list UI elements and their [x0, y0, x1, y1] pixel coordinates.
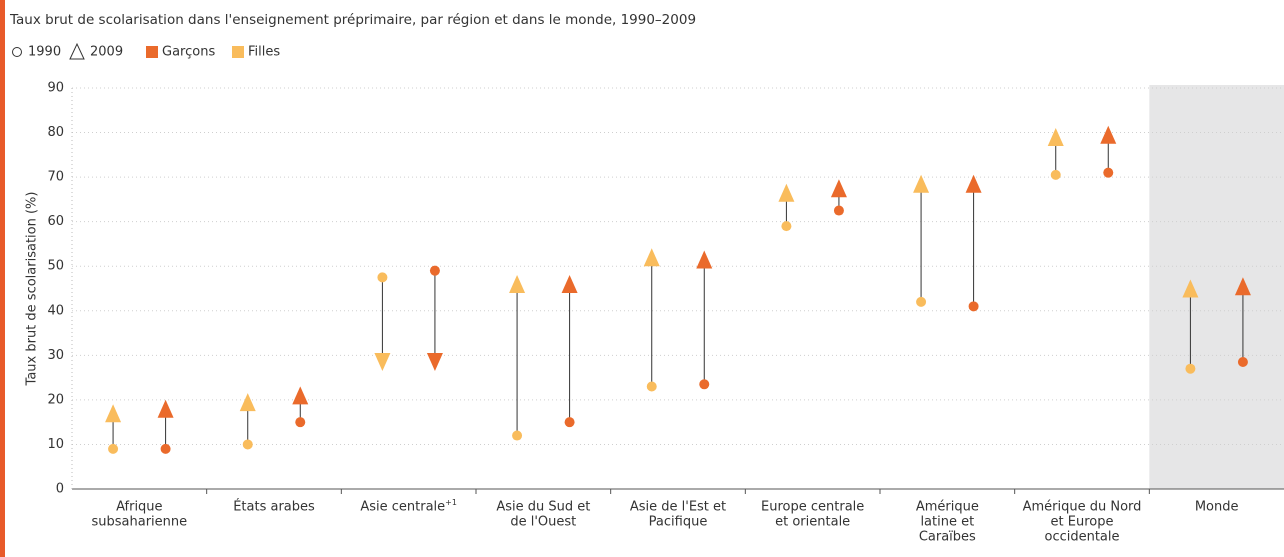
- start-dot: [1237, 357, 1248, 368]
- start-dot: [160, 443, 171, 454]
- end-triangle: [778, 183, 795, 202]
- y-tick-label: 0: [56, 482, 64, 497]
- end-triangle: [561, 275, 578, 294]
- start-dot: [1185, 363, 1196, 374]
- end-triangle: [426, 353, 443, 372]
- y-tick-label: 80: [47, 125, 64, 140]
- end-triangle: [965, 174, 982, 193]
- legend-circle: [12, 47, 22, 57]
- x-tick-label: de l'Ouest: [510, 515, 576, 530]
- x-tick-label: latine et: [920, 515, 974, 530]
- y-tick-label: 70: [47, 170, 64, 185]
- end-triangle: [1182, 279, 1199, 298]
- start-dot: [242, 439, 253, 450]
- x-tick-label: États arabes: [233, 499, 315, 515]
- y-tick-label: 30: [47, 348, 64, 363]
- start-dot: [781, 221, 792, 232]
- legend-label: 1990: [28, 45, 61, 60]
- start-dot: [833, 205, 844, 216]
- end-triangle: [1234, 277, 1251, 296]
- x-tick-label: Amérique: [916, 500, 979, 515]
- legend-label: Garçons: [162, 45, 215, 60]
- x-tick-label: Afrique: [116, 500, 162, 515]
- x-tick-label: Caraïbes: [919, 530, 976, 545]
- shaded-band: [1149, 85, 1284, 489]
- y-tick-label: 20: [47, 392, 64, 407]
- end-triangle: [643, 248, 660, 267]
- start-dot: [968, 301, 979, 312]
- y-tick-label: 10: [47, 437, 64, 452]
- end-triangle: [105, 404, 122, 423]
- x-tick-label: Monde: [1195, 500, 1239, 515]
- x-tick-label: Pacifique: [649, 515, 708, 530]
- x-tick-label: occidentale: [1044, 530, 1119, 545]
- start-dot: [108, 443, 119, 454]
- chart-title: Taux brut de scolarisation dans l'enseig…: [9, 12, 696, 28]
- y-tick-label: 90: [47, 81, 64, 96]
- x-tick-superscript: +1: [445, 498, 457, 507]
- side-border: [0, 0, 5, 557]
- start-dot: [512, 430, 523, 441]
- end-triangle: [1100, 125, 1117, 144]
- start-dot: [377, 272, 388, 283]
- end-triangle: [1047, 128, 1064, 147]
- end-triangle: [913, 174, 930, 193]
- x-tick-label: et orientale: [775, 515, 850, 530]
- end-triangle: [239, 393, 256, 412]
- legend-label: Filles: [248, 45, 280, 60]
- start-dot: [1050, 169, 1061, 180]
- end-triangle: [830, 179, 847, 198]
- y-tick-label: 40: [47, 303, 64, 318]
- start-dot: [916, 296, 927, 307]
- legend-label: 2009: [90, 45, 123, 60]
- x-tick-label: Europe centrale: [761, 500, 864, 515]
- legend-triangle: [69, 42, 85, 60]
- start-dot: [699, 379, 710, 390]
- end-triangle: [157, 399, 174, 418]
- x-tick-label: subsaharienne: [92, 515, 188, 530]
- start-dot: [564, 417, 575, 428]
- end-triangle: [696, 250, 713, 269]
- x-tick-label: Amérique du Nord: [1023, 500, 1142, 515]
- end-triangle: [292, 386, 309, 405]
- legend-swatch: [146, 46, 158, 58]
- end-triangle: [374, 353, 391, 372]
- start-dot: [295, 417, 306, 428]
- end-triangle: [509, 275, 526, 294]
- y-axis-label: Taux brut de scolarisation (%): [25, 192, 40, 387]
- start-dot: [1103, 167, 1114, 178]
- x-tick-label: et Europe: [1051, 515, 1114, 530]
- start-dot: [429, 265, 440, 276]
- legend-swatch: [232, 46, 244, 58]
- y-tick-label: 50: [47, 259, 64, 274]
- x-tick-label: Asie centrale+1: [360, 498, 457, 515]
- x-tick-label: Asie du Sud et: [496, 500, 590, 515]
- y-tick-label: 60: [47, 214, 64, 229]
- x-tick-label: Asie de l'Est et: [630, 500, 726, 515]
- start-dot: [646, 381, 657, 392]
